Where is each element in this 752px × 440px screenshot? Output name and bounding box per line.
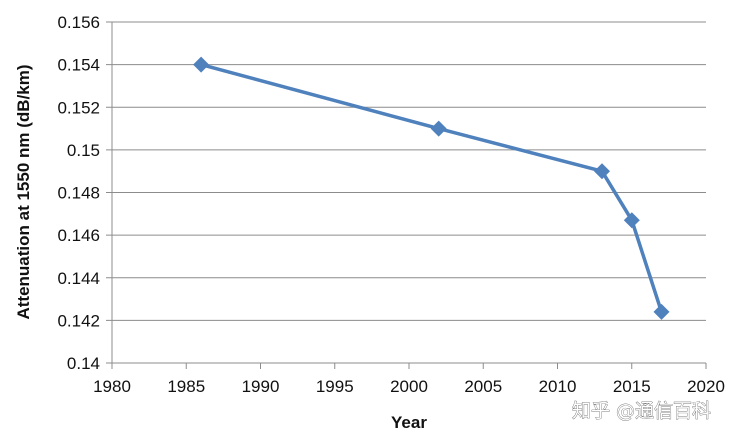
y-tick-label: 0.14 (67, 354, 100, 373)
x-tick-label: 2010 (539, 377, 577, 396)
x-axis-title: Year (391, 413, 427, 432)
x-tick-label: 2000 (390, 377, 428, 396)
x-tick-label: 1980 (93, 377, 131, 396)
data-point-marker (623, 212, 640, 229)
y-tick-label: 0.142 (57, 311, 100, 330)
y-axis-title: Attenuation at 1550 nm (dB/km) (14, 64, 33, 319)
y-tick-label: 0.148 (57, 184, 100, 203)
x-tick-labels: 1980 1985 1990 1995 2000 2005 2010 2015 2020 (93, 377, 725, 396)
x-tick-label: 1995 (316, 377, 354, 396)
gridlines (112, 21, 706, 364)
x-tick-label: 2015 (613, 377, 651, 396)
x-tick-label: 2005 (464, 377, 502, 396)
x-tick-label: 1985 (167, 377, 205, 396)
data-point-marker (653, 303, 670, 320)
y-tick-label: 0.156 (57, 13, 100, 32)
y-tick-label: 0.146 (57, 226, 100, 245)
axes (106, 21, 707, 369)
y-tick-label: 0.15 (67, 141, 100, 160)
y-tick-labels: 0.14 0.142 0.144 0.146 0.148 0.15 0.152 0.154 0.… (57, 13, 100, 373)
data-point-marker (193, 56, 210, 73)
y-tick-label: 0.152 (57, 98, 100, 117)
series-line (200, 62, 664, 313)
y-tick-label: 0.144 (57, 269, 100, 288)
x-tick-label: 1990 (242, 377, 280, 396)
data-point-marker (594, 163, 610, 180)
x-tick-label: 2020 (687, 377, 725, 396)
watermark-text: 知乎 @通信百科 (572, 400, 711, 422)
y-tick-label: 0.154 (57, 56, 100, 75)
data-point-marker (430, 120, 447, 137)
data-series (193, 56, 670, 320)
